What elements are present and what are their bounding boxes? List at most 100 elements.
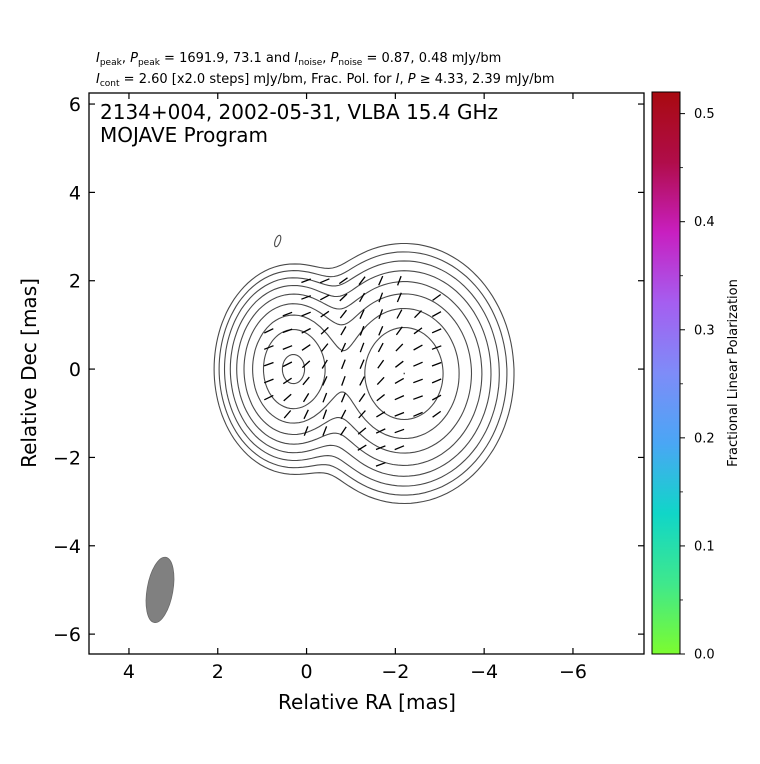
beam bbox=[142, 555, 179, 625]
x-tick-label: 2 bbox=[212, 661, 224, 683]
evpa-vector bbox=[360, 360, 364, 369]
evpa-vector bbox=[395, 361, 403, 367]
colorbar: 0.00.10.20.30.40.5 Fractional Linear Pol… bbox=[652, 92, 741, 663]
evpa-vector bbox=[264, 379, 273, 383]
evpa-vector bbox=[377, 395, 385, 401]
evpa-vector bbox=[320, 279, 329, 283]
y-tick-label: 6 bbox=[69, 94, 81, 116]
y-tick-label: 0 bbox=[69, 359, 81, 381]
evpa-vector bbox=[283, 329, 292, 332]
x-tick-label: −6 bbox=[559, 661, 587, 683]
evpa-vector bbox=[395, 446, 404, 450]
evpa-vector bbox=[341, 410, 346, 419]
y-tick-label: −6 bbox=[53, 624, 81, 646]
evpa-vector bbox=[264, 363, 273, 366]
evpa-vector bbox=[395, 396, 404, 400]
symbol-separator: , bbox=[400, 72, 408, 87]
evpa-vector bbox=[398, 276, 402, 285]
evpa-vector bbox=[302, 345, 310, 351]
contour-level bbox=[253, 309, 460, 439]
evpa-vector bbox=[396, 344, 403, 351]
evpa-vector bbox=[413, 362, 422, 366]
evpa-vector bbox=[432, 312, 441, 317]
evpa-vector bbox=[358, 445, 367, 450]
cont-text: = 2.60 [x2.0 steps] mJy/bm, Frac. Pol. f… bbox=[120, 72, 396, 87]
evpa-vector bbox=[376, 463, 385, 466]
x-tick-label: −4 bbox=[470, 661, 498, 683]
colorbar-label: Fractional Linear Polarization bbox=[726, 279, 741, 467]
evpa-vector bbox=[414, 345, 423, 350]
peak-values: = 1691.9, 73.1 and bbox=[160, 51, 295, 66]
plot-area bbox=[142, 235, 514, 625]
evpa-vector bbox=[284, 394, 292, 401]
colorbar-tick-label: 0.0 bbox=[694, 648, 715, 663]
x-tick-label: −2 bbox=[381, 661, 409, 683]
x-axis-label: Relative RA [mas] bbox=[278, 690, 456, 714]
evpa-vector bbox=[342, 360, 346, 369]
p-noise-symbol: P bbox=[331, 51, 339, 66]
evpa-vector bbox=[323, 426, 327, 435]
evpa-vector bbox=[359, 394, 365, 402]
evpa-vector bbox=[414, 328, 422, 334]
evpa-vector bbox=[413, 379, 422, 383]
noise-values: = 0.87, 0.48 mJy/bm bbox=[362, 51, 501, 66]
beam-ellipse bbox=[142, 555, 179, 625]
contour-level bbox=[282, 355, 304, 384]
evpa-vector bbox=[432, 363, 441, 367]
evpa-vector bbox=[283, 362, 292, 367]
evpa-vector bbox=[360, 377, 365, 386]
evpa-vector bbox=[360, 326, 364, 335]
evpa-vector bbox=[376, 412, 385, 417]
evpa-vector bbox=[395, 413, 404, 417]
p-peak-subscript: peak bbox=[138, 58, 161, 68]
evpa-vector bbox=[379, 293, 383, 302]
colorbar-tick-label: 0.4 bbox=[694, 215, 715, 230]
y-axis-label: Relative Dec [mas] bbox=[17, 278, 41, 468]
evpa-vector bbox=[303, 377, 309, 385]
evpa-vector bbox=[340, 310, 346, 318]
evpa-vector bbox=[342, 393, 346, 402]
evpa-vector bbox=[322, 344, 328, 352]
evpa-vector bbox=[304, 426, 308, 435]
colorbar-ticks: 0.00.10.20.30.40.5 bbox=[680, 107, 715, 662]
evpa-vector bbox=[397, 310, 402, 319]
colorbar-gradient bbox=[652, 92, 680, 654]
ge-symbol: ≥ bbox=[416, 72, 435, 87]
x-tick-label: 4 bbox=[123, 661, 135, 683]
evpa-vector bbox=[323, 393, 327, 402]
total-intensity-contours bbox=[214, 235, 514, 504]
evpa-vector bbox=[304, 393, 309, 402]
contour-level bbox=[264, 330, 326, 409]
threshold-values: 4.33, 2.39 mJy/bm bbox=[435, 72, 555, 87]
evpa-vector bbox=[302, 312, 311, 316]
colorbar-tick-label: 0.1 bbox=[694, 539, 715, 554]
evpa-vector bbox=[304, 410, 308, 419]
evpa-vector bbox=[284, 411, 291, 419]
evpa-vector bbox=[377, 377, 384, 384]
i-cont-subscript: cont bbox=[100, 79, 120, 89]
i-noise-subscript: noise bbox=[298, 58, 322, 68]
evpa-vector bbox=[432, 329, 441, 333]
evpa-vector bbox=[395, 378, 404, 383]
chart-subtitle: MOJAVE Program bbox=[100, 123, 268, 147]
evpa-vector bbox=[358, 428, 366, 434]
evpa-vector bbox=[378, 343, 383, 352]
p-peak-symbol: P bbox=[130, 51, 138, 66]
y-tick-label: −2 bbox=[53, 447, 81, 469]
header-line-1: Ipeak, Ppeak = 1691.9, 73.1 and Inoise, … bbox=[96, 51, 501, 68]
header-line-2: Icont = 2.60 [x2.0 steps] mJy/bm, Frac. … bbox=[96, 72, 555, 89]
evpa-vector bbox=[359, 411, 366, 418]
evpa-vector bbox=[341, 327, 346, 336]
i-peak-subscript: peak bbox=[100, 58, 123, 68]
evpa-vector bbox=[342, 376, 345, 385]
evpa-vector bbox=[433, 411, 441, 417]
evpa-vector bbox=[302, 329, 311, 334]
colorbar-tick-label: 0.5 bbox=[694, 107, 715, 122]
isolated-contour bbox=[273, 235, 282, 248]
evpa-vector bbox=[432, 379, 441, 383]
contour-level bbox=[244, 294, 472, 453]
y-tick-label: 2 bbox=[69, 271, 81, 293]
p-noise-subscript: noise bbox=[338, 58, 362, 68]
